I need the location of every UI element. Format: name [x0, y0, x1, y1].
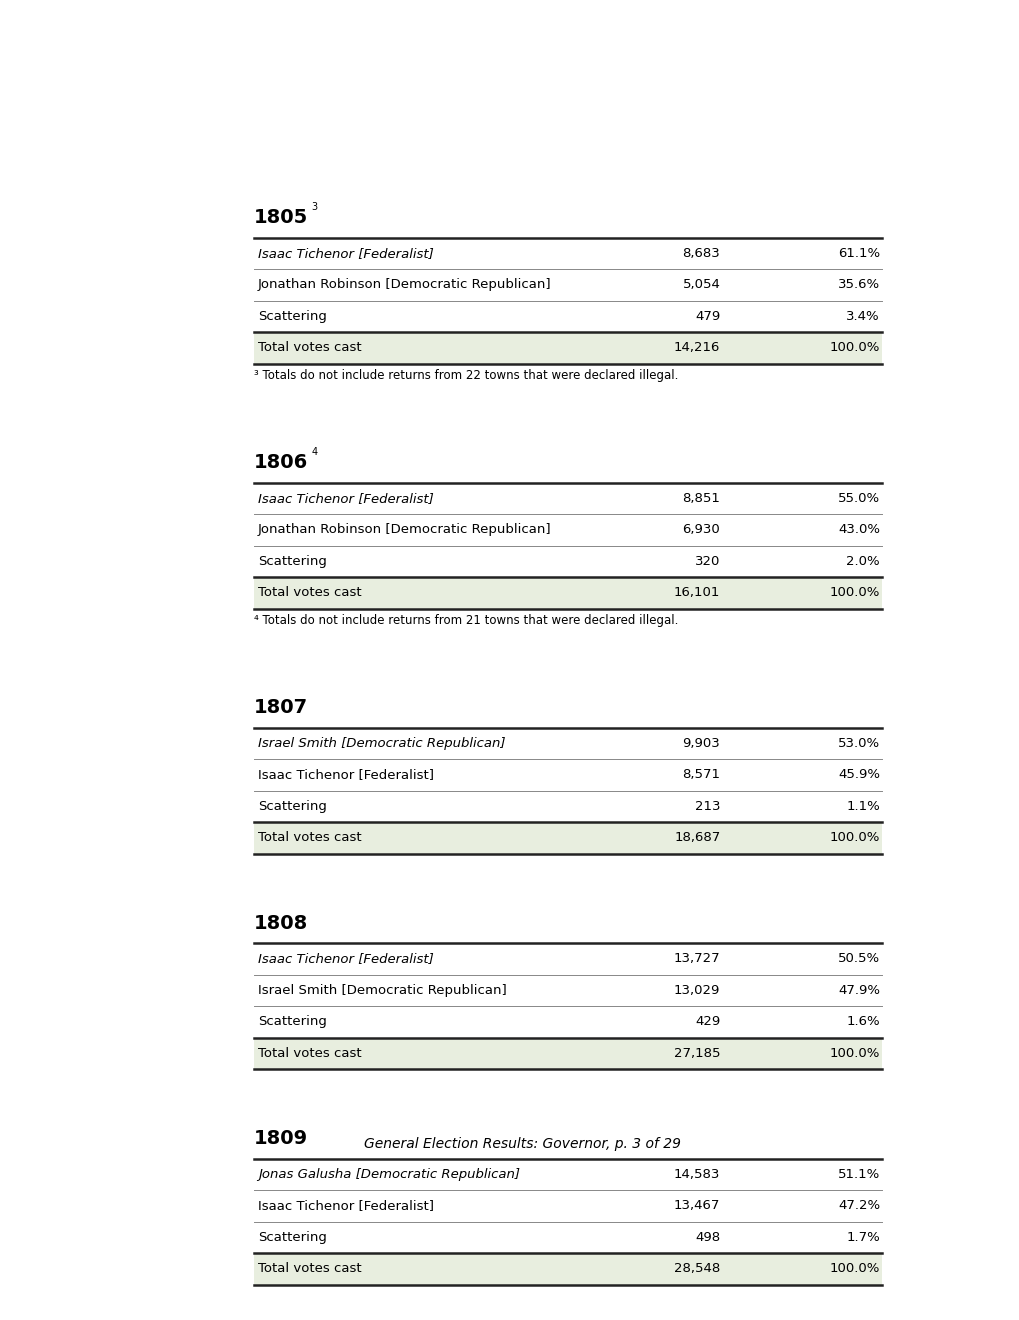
Text: 35.6%: 35.6%	[838, 279, 879, 292]
Text: 1.6%: 1.6%	[846, 1015, 879, 1028]
Text: 2.0%: 2.0%	[846, 554, 879, 568]
Text: 47.2%: 47.2%	[838, 1200, 879, 1212]
Bar	[254, 822, 881, 854]
Text: 53.0%: 53.0%	[838, 737, 879, 750]
Bar	[254, 1038, 881, 1069]
Text: 28,548: 28,548	[674, 1262, 719, 1275]
Text: Scattering: Scattering	[258, 310, 326, 323]
Text: 51.1%: 51.1%	[837, 1168, 879, 1181]
Text: Scattering: Scattering	[258, 800, 326, 813]
Text: 43.0%: 43.0%	[838, 524, 879, 536]
Text: Isaac Tichenor [Federalist]: Isaac Tichenor [Federalist]	[258, 768, 433, 781]
Text: Scattering: Scattering	[258, 1230, 326, 1243]
Text: 100.0%: 100.0%	[828, 342, 879, 355]
Text: 100.0%: 100.0%	[828, 832, 879, 845]
Text: Isaac Tichenor [Federalist]: Isaac Tichenor [Federalist]	[258, 492, 433, 504]
Text: 320: 320	[694, 554, 719, 568]
Text: 27,185: 27,185	[674, 1047, 719, 1060]
Text: 4: 4	[312, 447, 318, 457]
Text: 8,571: 8,571	[682, 768, 719, 781]
Text: 429: 429	[694, 1015, 719, 1028]
Text: ⁴ Totals do not include returns from 21 towns that were declared illegal.: ⁴ Totals do not include returns from 21 …	[254, 614, 678, 627]
Text: Israel Smith [Democratic Republican]: Israel Smith [Democratic Republican]	[258, 983, 506, 997]
Text: 6,930: 6,930	[682, 524, 719, 536]
Bar	[254, 577, 881, 609]
Text: 1.7%: 1.7%	[846, 1230, 879, 1243]
Text: 55.0%: 55.0%	[838, 492, 879, 504]
Text: 1809: 1809	[254, 1129, 308, 1148]
Text: Total votes cast: Total votes cast	[258, 832, 361, 845]
Text: Israel Smith [Democratic Republican]: Israel Smith [Democratic Republican]	[258, 737, 505, 750]
Bar	[254, 333, 881, 364]
Text: Total votes cast: Total votes cast	[258, 1047, 361, 1060]
Text: Jonathan Robinson [Democratic Republican]: Jonathan Robinson [Democratic Republican…	[258, 279, 551, 292]
Text: Isaac Tichenor [Federalist]: Isaac Tichenor [Federalist]	[258, 952, 433, 965]
Text: Jonas Galusha [Democratic Republican]: Jonas Galusha [Democratic Republican]	[258, 1168, 520, 1181]
Text: 213: 213	[694, 800, 719, 813]
Text: 45.9%: 45.9%	[838, 768, 879, 781]
Text: 9,903: 9,903	[682, 737, 719, 750]
Text: 13,029: 13,029	[674, 983, 719, 997]
Text: Isaac Tichenor [Federalist]: Isaac Tichenor [Federalist]	[258, 247, 433, 260]
Text: 8,851: 8,851	[682, 492, 719, 504]
Text: 100.0%: 100.0%	[828, 1262, 879, 1275]
Bar	[254, 1253, 881, 1284]
Text: 13,467: 13,467	[674, 1200, 719, 1212]
Text: 18,687: 18,687	[674, 832, 719, 845]
Text: 13,727: 13,727	[674, 952, 719, 965]
Text: 1807: 1807	[254, 698, 308, 717]
Text: 498: 498	[695, 1230, 719, 1243]
Text: 1.1%: 1.1%	[846, 800, 879, 813]
Text: Isaac Tichenor [Federalist]: Isaac Tichenor [Federalist]	[258, 1200, 433, 1212]
Text: 1805: 1805	[254, 209, 308, 227]
Text: 16,101: 16,101	[674, 586, 719, 599]
Text: Scattering: Scattering	[258, 554, 326, 568]
Text: 61.1%: 61.1%	[838, 247, 879, 260]
Text: 47.9%: 47.9%	[838, 983, 879, 997]
Text: 14,216: 14,216	[674, 342, 719, 355]
Text: Scattering: Scattering	[258, 1015, 326, 1028]
Text: 50.5%: 50.5%	[838, 952, 879, 965]
Text: Total votes cast: Total votes cast	[258, 586, 361, 599]
Text: Total votes cast: Total votes cast	[258, 1262, 361, 1275]
Text: 3.4%: 3.4%	[846, 310, 879, 323]
Text: 100.0%: 100.0%	[828, 586, 879, 599]
Text: 5,054: 5,054	[682, 279, 719, 292]
Text: Jonathan Robinson [Democratic Republican]: Jonathan Robinson [Democratic Republican…	[258, 524, 551, 536]
Text: Total votes cast: Total votes cast	[258, 342, 361, 355]
Text: ³ Totals do not include returns from 22 towns that were declared illegal.: ³ Totals do not include returns from 22 …	[254, 368, 678, 381]
Text: 14,583: 14,583	[674, 1168, 719, 1181]
Text: 479: 479	[694, 310, 719, 323]
Text: 1806: 1806	[254, 453, 308, 473]
Text: 1808: 1808	[254, 913, 308, 933]
Text: 100.0%: 100.0%	[828, 1047, 879, 1060]
Text: General Election Results: Governor, p. 3 of 29: General Election Results: Governor, p. 3…	[364, 1138, 681, 1151]
Text: 8,683: 8,683	[682, 247, 719, 260]
Text: 3: 3	[312, 202, 318, 213]
